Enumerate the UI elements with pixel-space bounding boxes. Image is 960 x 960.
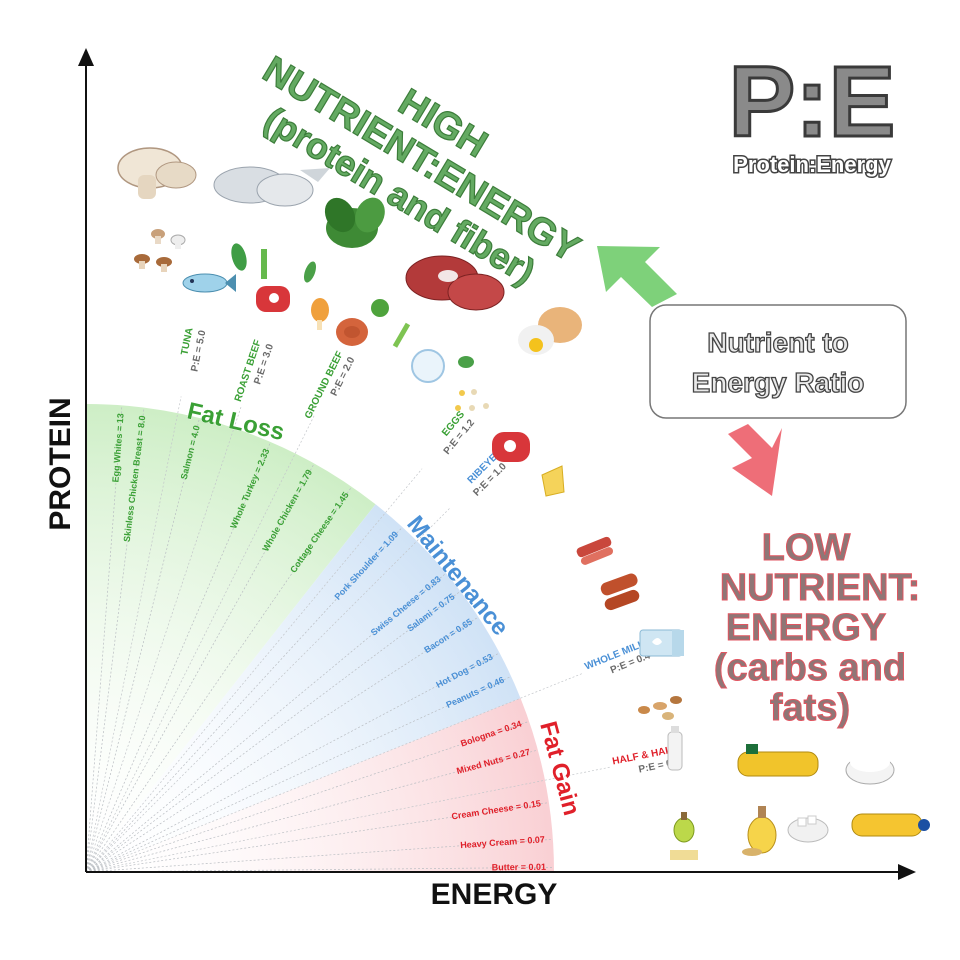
fan-line: [85, 463, 315, 873]
outer-lines: [85, 396, 611, 873]
outer-line: [85, 766, 611, 873]
leaf-icon: [231, 243, 317, 283]
outer-line: [85, 672, 583, 873]
fish-steaks-icon: [213, 166, 330, 207]
down-right-arrow-icon: [728, 424, 782, 496]
milk-glass-icon: [411, 349, 474, 383]
cheese-icon: [541, 465, 565, 497]
fan-lines: [85, 405, 554, 873]
outer-line: [85, 407, 242, 873]
ratio-box-line-2: Energy Ratio: [692, 367, 865, 398]
fan-line: [85, 407, 145, 873]
fan-item-label: Butter = 0.01: [492, 862, 546, 873]
milk-carton-icon: [639, 629, 684, 657]
fan-line: [85, 526, 403, 873]
fan-line: [85, 441, 271, 873]
x-axis-label: ENERGY: [431, 878, 558, 911]
low-heading-line-3: ENERGY: [726, 607, 886, 649]
fan-line: [85, 417, 200, 873]
maintenance-zone: [86, 504, 521, 872]
fan-line: [85, 616, 479, 873]
fat-loss-zone: [86, 404, 376, 872]
sugar-bowl-icon: [845, 752, 895, 785]
steak-icon: [256, 286, 290, 312]
tuna-fish-icon: [182, 273, 236, 293]
low-heading-line-2: NUTRIENT:: [720, 567, 921, 609]
fan-line: [85, 405, 123, 873]
low-nutrient-heading: LOW NUTRIENT: ENERGY (carbs and fats): [713, 527, 921, 730]
fan-line: [85, 749, 538, 873]
spinach-icon: [324, 197, 385, 248]
fat-gain-zone: [86, 698, 554, 872]
eggs-icon: [518, 307, 582, 355]
mushroom-icon: [117, 147, 197, 199]
fan-line: [85, 802, 549, 873]
outer-line: [85, 468, 423, 873]
ratio-box-line-1: Nutrient to: [707, 327, 849, 358]
up-left-arrow-icon: [597, 246, 677, 307]
outer-line: [85, 415, 315, 873]
low-heading-line-4: (carbs and: [714, 647, 906, 689]
y-axis-label: PROTEIN: [44, 397, 77, 530]
ground-beef-icon: [336, 318, 368, 346]
egg-dots-icon: [455, 389, 489, 411]
fan-line: [85, 676, 512, 873]
oil-bottles-icon: [737, 744, 930, 837]
raw-beef-icon: [405, 255, 505, 311]
sugar-cubes-icon: [787, 815, 829, 843]
olive-oil-icon: [670, 812, 698, 860]
outer-line: [85, 507, 451, 873]
fan-line: [85, 838, 553, 873]
sausage-icon: [600, 573, 640, 611]
outer-item-name: TUNA: [179, 327, 195, 356]
outer-line: [85, 396, 182, 873]
broccoli-icon: [371, 299, 411, 348]
fan-line: [85, 652, 500, 873]
bacon-icon: [576, 536, 614, 565]
fan-line: [85, 590, 461, 873]
fan-line: [85, 572, 447, 873]
fan-line: [85, 486, 352, 873]
oil-jar-icon: [742, 806, 777, 856]
drumstick-icon: [311, 298, 329, 330]
small-mushrooms-icon: [134, 229, 186, 272]
low-heading-line-1: LOW: [762, 527, 851, 569]
pe-logo-text: P:E: [729, 46, 896, 158]
nuts-icon: [638, 696, 682, 720]
pe-logo: P:E Protein:Energy: [727, 45, 897, 179]
low-heading-line-5: fats): [770, 687, 850, 729]
ribeye-steak-icon: [492, 432, 530, 462]
pe-logo-subtitle: Protein:Energy: [733, 152, 891, 177]
nutrient-ratio-box: Nutrient to Energy Ratio: [649, 304, 907, 419]
cream-bottle-icon: [667, 726, 683, 771]
